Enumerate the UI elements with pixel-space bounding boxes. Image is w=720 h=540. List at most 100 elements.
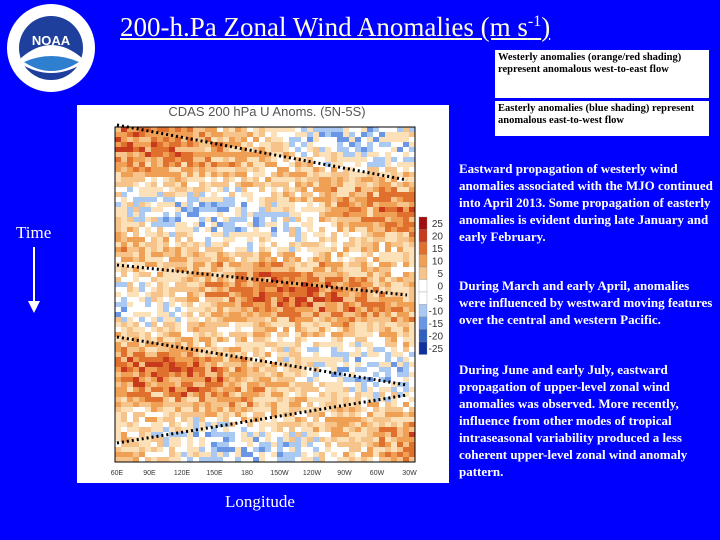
field-cell <box>379 332 385 337</box>
field-cell <box>217 167 223 172</box>
field-cell <box>151 172 157 177</box>
field-cell <box>175 347 181 352</box>
field-cell <box>307 362 313 367</box>
field-cell <box>331 137 337 142</box>
field-cell <box>133 212 139 217</box>
field-cell <box>271 242 277 247</box>
field-cell <box>319 222 325 227</box>
field-cell <box>397 127 403 132</box>
field-cell <box>283 127 289 132</box>
field-cell <box>295 172 301 177</box>
field-cell <box>355 257 361 262</box>
field-cell <box>355 332 361 337</box>
field-cell <box>127 242 133 247</box>
field-cell <box>355 337 361 342</box>
field-cell <box>133 202 139 207</box>
field-cell <box>379 347 385 352</box>
field-cell <box>169 262 175 267</box>
field-cell <box>367 167 373 172</box>
field-cell <box>133 342 139 347</box>
field-cell <box>361 377 367 382</box>
field-cell <box>193 332 199 337</box>
field-cell <box>145 252 151 257</box>
field-cell <box>217 142 223 147</box>
field-cell <box>277 237 283 242</box>
field-cell <box>241 252 247 257</box>
field-cell <box>151 447 157 452</box>
field-cell <box>253 242 259 247</box>
field-cell <box>307 457 313 462</box>
field-cell <box>313 217 319 222</box>
field-cell <box>247 262 253 267</box>
colorbar-swatch <box>418 254 428 268</box>
field-cell <box>235 232 241 237</box>
field-cell <box>151 157 157 162</box>
field-cell <box>337 267 343 272</box>
field-cell <box>337 142 343 147</box>
field-cell <box>337 362 343 367</box>
field-cell <box>265 237 271 242</box>
field-cell <box>295 257 301 262</box>
field-cell <box>307 282 313 287</box>
field-cell <box>139 177 145 182</box>
field-cell <box>301 302 307 307</box>
field-cell <box>151 257 157 262</box>
field-cell <box>271 267 277 272</box>
field-cell <box>373 287 379 292</box>
field-cell <box>235 252 241 257</box>
field-cell <box>391 417 397 422</box>
field-cell <box>115 292 121 297</box>
field-cell <box>337 147 343 152</box>
field-cell <box>115 247 121 252</box>
field-cell <box>157 367 163 372</box>
field-cell <box>199 297 205 302</box>
field-cell <box>211 207 217 212</box>
field-cell <box>121 182 127 187</box>
field-cell <box>373 177 379 182</box>
field-cell <box>295 252 301 257</box>
field-cell <box>145 147 151 152</box>
field-cell <box>265 407 271 412</box>
field-cell <box>283 207 289 212</box>
field-cell <box>205 342 211 347</box>
field-cell <box>343 192 349 197</box>
field-cell <box>115 177 121 182</box>
field-cell <box>301 337 307 342</box>
field-cell <box>253 162 259 167</box>
field-cell <box>361 197 367 202</box>
field-cell <box>385 217 391 222</box>
field-cell <box>253 277 259 282</box>
field-cell <box>247 372 253 377</box>
field-cell <box>217 337 223 342</box>
field-cell <box>181 132 187 137</box>
field-cell <box>145 182 151 187</box>
field-cell <box>343 207 349 212</box>
field-cell <box>319 167 325 172</box>
field-cell <box>217 152 223 157</box>
field-cell <box>205 247 211 252</box>
field-cell <box>319 197 325 202</box>
field-cell <box>139 412 145 417</box>
field-cell <box>295 237 301 242</box>
field-cell <box>121 282 127 287</box>
field-cell <box>259 157 265 162</box>
field-cell <box>325 147 331 152</box>
field-cell <box>157 327 163 332</box>
field-cell <box>373 327 379 332</box>
field-cell <box>151 412 157 417</box>
field-cell <box>409 307 415 312</box>
field-cell <box>169 372 175 377</box>
field-cell <box>385 357 391 362</box>
field-cell <box>121 217 127 222</box>
field-cell <box>397 197 403 202</box>
field-cell <box>205 442 211 447</box>
field-cell <box>169 232 175 237</box>
field-cell <box>343 187 349 192</box>
field-cell <box>283 452 289 457</box>
field-cell <box>259 207 265 212</box>
field-cell <box>295 362 301 367</box>
field-cell <box>283 232 289 237</box>
field-cell <box>349 267 355 272</box>
field-cell <box>373 152 379 157</box>
field-cell <box>205 197 211 202</box>
